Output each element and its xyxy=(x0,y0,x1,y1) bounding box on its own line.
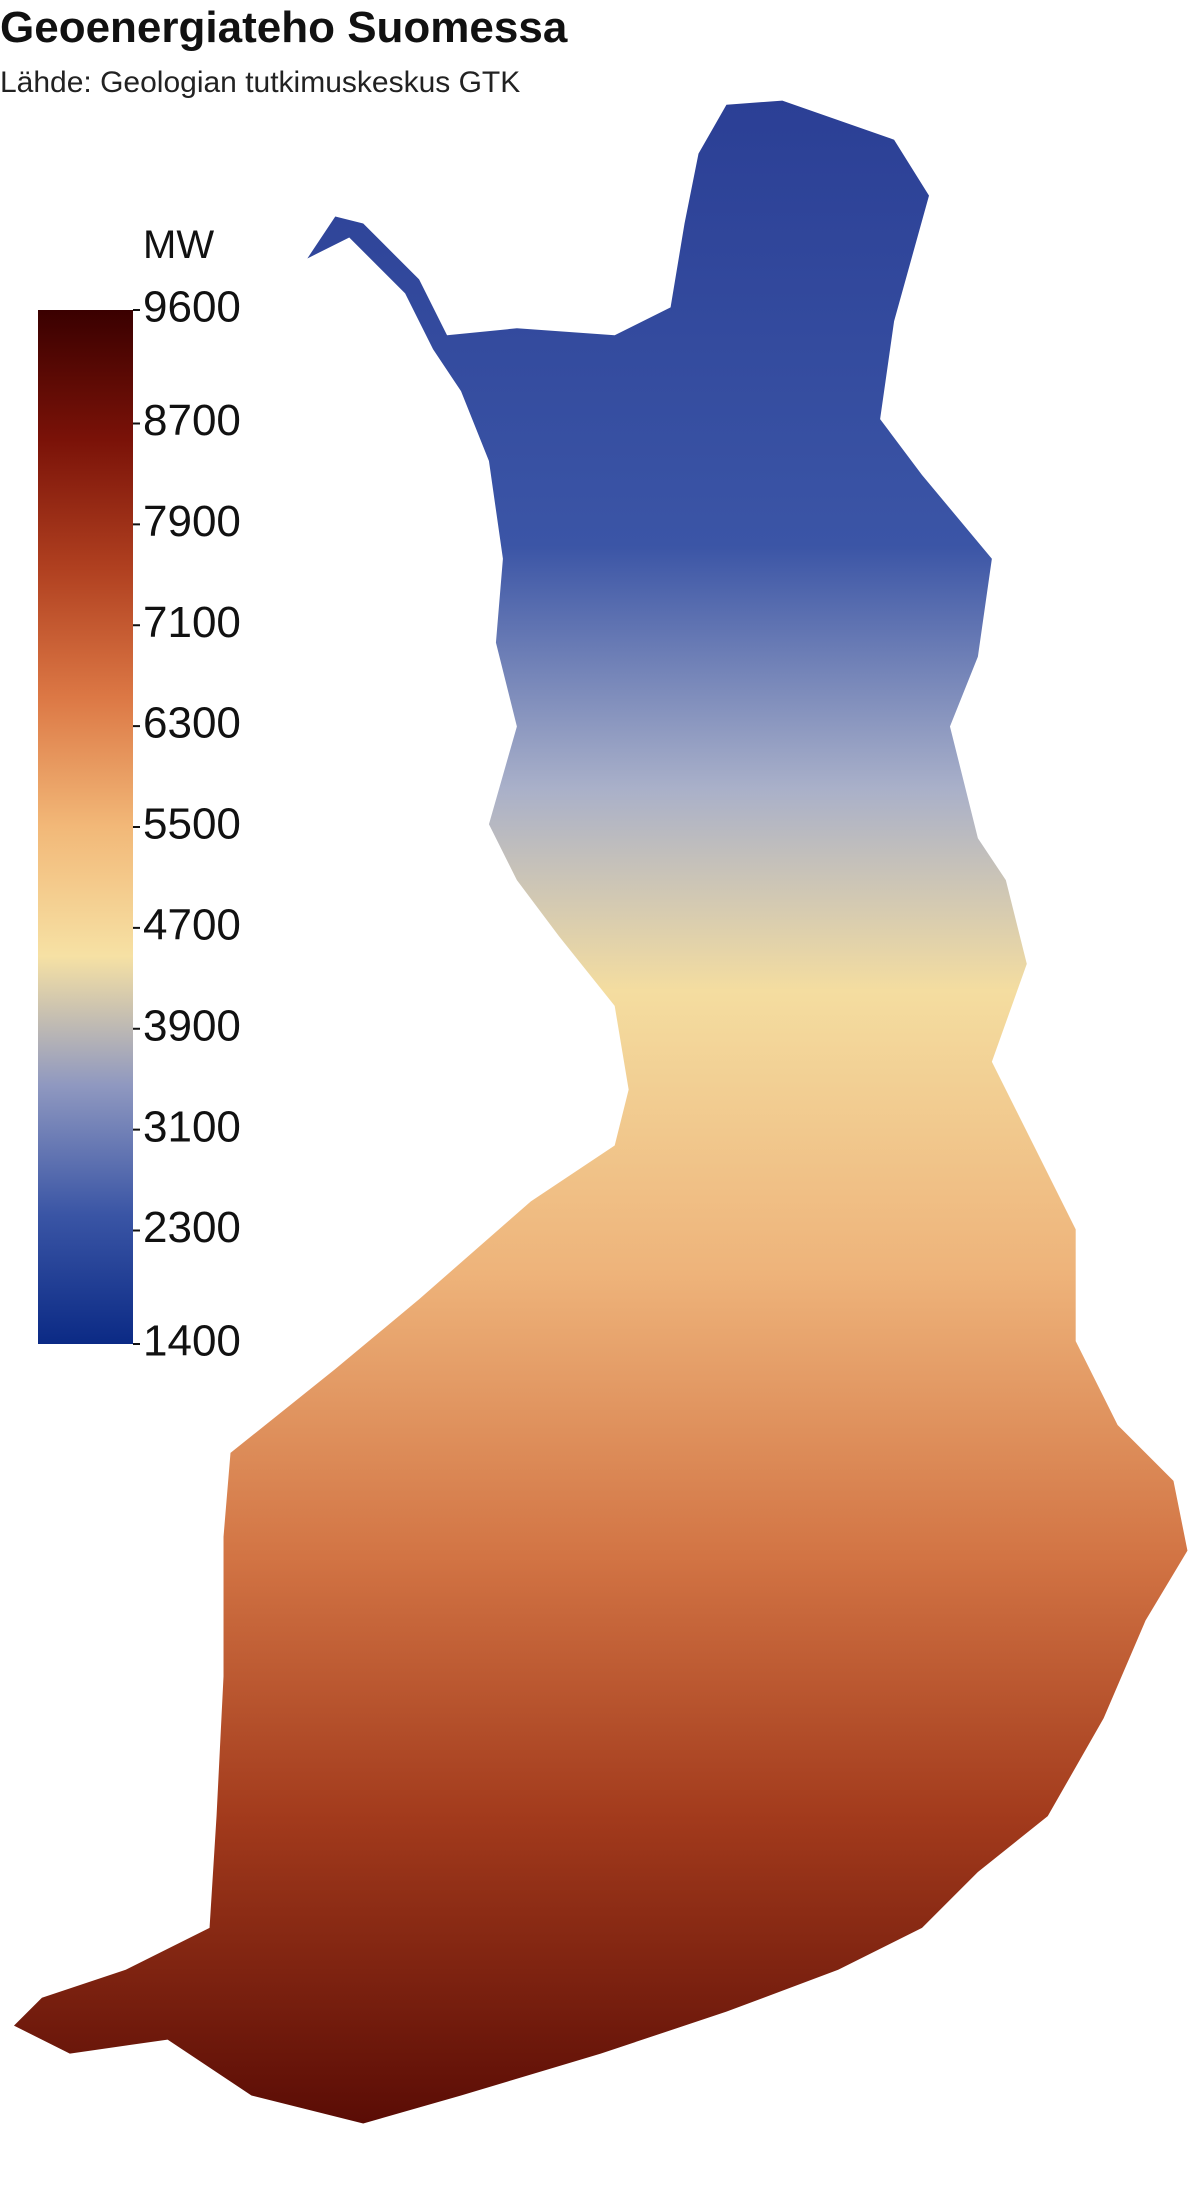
tick-label: 3100 xyxy=(143,1102,241,1151)
tick-label: 7100 xyxy=(143,598,241,647)
tick-label: 2300 xyxy=(143,1203,241,1252)
tick-label: 6300 xyxy=(143,699,241,748)
tick-label: 7900 xyxy=(143,497,241,546)
tick-label: 4700 xyxy=(143,901,241,950)
color-bar xyxy=(38,310,133,1344)
tick-label: 9600 xyxy=(143,283,241,332)
map-area xyxy=(13,100,1188,2124)
tick-label: 3900 xyxy=(143,1001,241,1050)
tick-label: 5500 xyxy=(143,800,241,849)
legend-unit: MW xyxy=(143,223,214,267)
tick-label: 8700 xyxy=(143,396,241,445)
subtitle: Lähde: Geologian tutkimuskeskus GTK xyxy=(0,66,520,99)
finland-map xyxy=(13,100,1188,2124)
title: Geoenergiateho Suomessa xyxy=(0,3,568,52)
tick-label: 1400 xyxy=(143,1317,241,1366)
